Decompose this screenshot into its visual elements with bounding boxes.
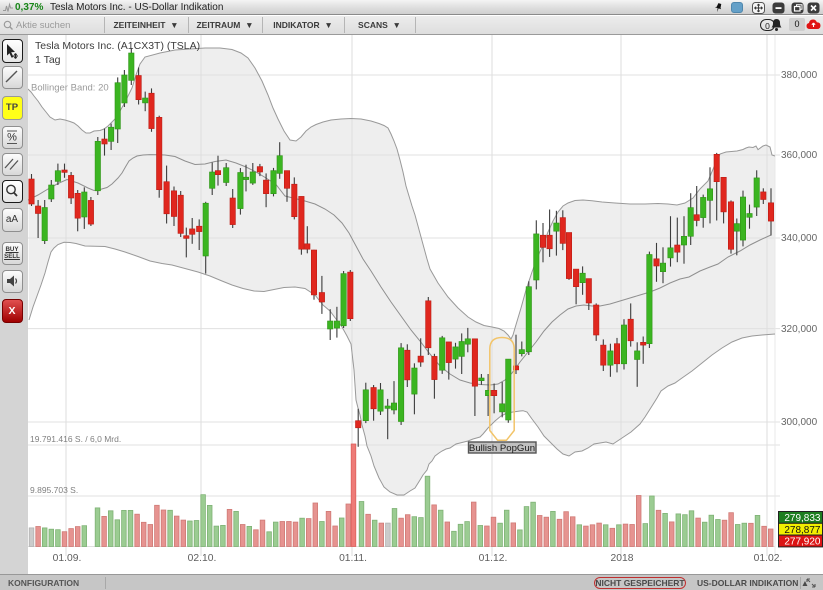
svg-text:2018: 2018 — [611, 553, 634, 564]
svg-text:277,920: 277,920 — [784, 537, 821, 548]
svg-text:01.11.: 01.11. — [339, 553, 367, 564]
svg-text:%: % — [7, 132, 17, 144]
svg-text:380,000: 380,000 — [781, 70, 818, 81]
svg-text:Bullish PopGun: Bullish PopGun — [469, 443, 535, 454]
svg-text:02.10.: 02.10. — [188, 553, 217, 564]
svg-text:278,877: 278,877 — [784, 525, 821, 536]
svg-text:1 Tag: 1 Tag — [35, 54, 61, 66]
svg-text:279,833: 279,833 — [784, 513, 821, 524]
svg-text:9.895.703 S.: 9.895.703 S. — [30, 485, 78, 495]
svg-text:19.791.416 S. / 6,0 Mrd.: 19.791.416 S. / 6,0 Mrd. — [30, 434, 121, 444]
svg-text:320,000: 320,000 — [781, 324, 818, 335]
svg-text:300,000: 300,000 — [781, 417, 818, 428]
svg-text:360,000: 360,000 — [781, 150, 818, 161]
svg-text:Bollinger Band: 20: Bollinger Band: 20 — [31, 83, 109, 94]
svg-text:01.09.: 01.09. — [53, 553, 82, 564]
svg-text:340,000: 340,000 — [781, 233, 818, 244]
svg-text:01.12.: 01.12. — [479, 553, 508, 564]
svg-text:Tesla Motors Inc. (A1CX3T) (TS: Tesla Motors Inc. (A1CX3T) (TSLA) — [35, 40, 200, 52]
svg-text:01.02.: 01.02. — [754, 553, 783, 564]
